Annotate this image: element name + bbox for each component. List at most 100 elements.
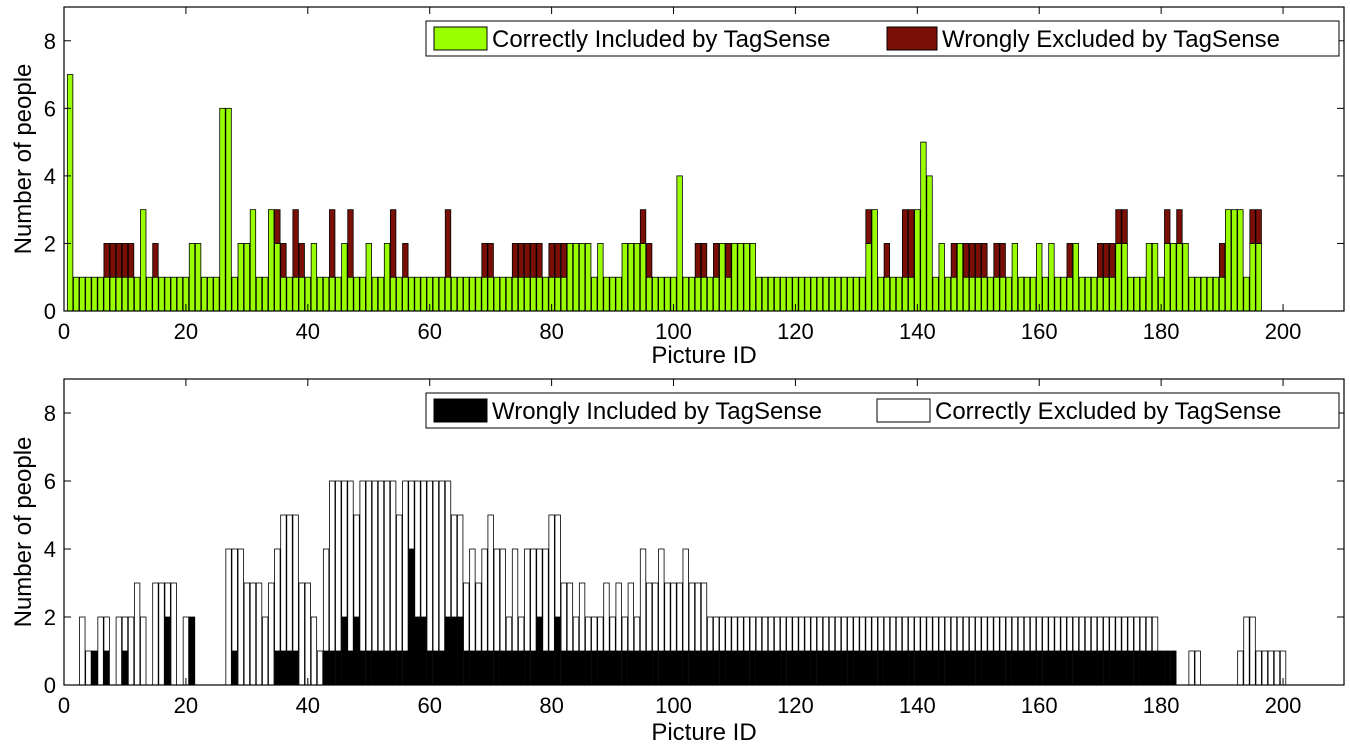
bottom-bar-series-1-picture-95: [639, 548, 647, 652]
bottom-bar-series-0-picture-138: [902, 650, 909, 686]
top-bar-series-1-picture-95: [639, 209, 647, 244]
top-bar-series-0-picture-33: [261, 276, 269, 312]
bottom-bar-series-1-picture-195: [1249, 616, 1256, 686]
top-bar-series-1-picture-195: [1249, 209, 1256, 244]
top-bar-series-1-picture-8: [109, 243, 116, 278]
top-plot-frame: [63, 6, 1345, 312]
top-bar-series-0-picture-36: [280, 276, 287, 312]
top-bar-series-1-picture-174: [1121, 209, 1128, 244]
bottom-bar-series-0-picture-99: [664, 650, 671, 686]
bottom-bar-series-0-picture-64: [450, 616, 458, 686]
bottom-bar-series-1-picture-38: [292, 514, 299, 652]
top-bar-series-0-picture-88: [597, 243, 604, 312]
bottom-bar-series-0-picture-127: [834, 650, 842, 686]
top-bar-series-1-picture-135: [883, 243, 890, 278]
bottom-bar-series-1-picture-13: [140, 616, 147, 686]
bottom-bar-series-1-picture-121: [798, 616, 805, 652]
bottom-bar-series-0-picture-176: [1133, 650, 1140, 686]
top-bar-series-0-picture-71: [493, 276, 500, 312]
bottom-bar-series-0-picture-159: [1030, 650, 1037, 686]
bottom-x-tick-label-40: 40: [296, 693, 320, 718]
bottom-bar-series-1-picture-179: [1151, 616, 1159, 652]
bottom-bar-series-1-picture-76: [524, 548, 531, 652]
bottom-bar-series-0-picture-152: [987, 650, 994, 686]
top-bars: [66, 74, 1262, 312]
bottom-bar-series-0-picture-135: [883, 650, 890, 686]
bottom-bar-series-1-picture-92: [621, 616, 628, 652]
bottom-bar-series-1-picture-118: [780, 616, 787, 652]
bottom-bar-series-1-picture-99: [664, 582, 671, 652]
bottom-bar-series-0-picture-133: [871, 650, 878, 686]
top-bar-series-0-picture-135: [883, 276, 890, 312]
top-bar-series-0-picture-154: [999, 276, 1006, 312]
bottom-bar-series-0-picture-113: [749, 650, 756, 686]
bottom-bar-series-0-picture-178: [1145, 650, 1153, 686]
bottom-bar-series-1-picture-57: [408, 480, 415, 550]
bottom-bar-series-0-picture-151: [981, 650, 988, 686]
bottom-bar-series-0-picture-85: [578, 650, 586, 686]
bottom-bar-series-1-picture-91: [615, 582, 622, 652]
top-x-tick-label-120: 120: [777, 319, 814, 344]
bottom-bar-series-0-picture-21: [188, 616, 196, 686]
bottom-bar-series-0-picture-61: [432, 650, 439, 686]
top-bar-series-0-picture-133: [871, 209, 878, 312]
top-bar-series-0-picture-187: [1200, 276, 1207, 312]
bottom-bar-series-0-picture-149: [969, 650, 976, 686]
bottom-bar-series-1-picture-185: [1188, 650, 1195, 686]
top-bar-series-1-picture-148: [962, 243, 970, 278]
top-bar-series-1-picture-150: [975, 243, 982, 278]
bottom-bar-series-1-picture-107: [713, 616, 720, 652]
bottom-bar-series-0-picture-84: [572, 650, 580, 686]
bottom-bar-series-1-picture-159: [1030, 616, 1037, 652]
top-bar-series-0-picture-68: [475, 276, 482, 312]
top-bar-series-0-picture-125: [822, 276, 830, 312]
top-bar-series-0-picture-72: [499, 276, 506, 312]
bottom-bar-series-1-picture-58: [414, 480, 421, 618]
top-bar-series-1-picture-105: [700, 243, 708, 278]
bottom-bar-series-0-picture-129: [847, 650, 854, 686]
bottom-bar-series-1-picture-86: [585, 616, 592, 652]
bottom-bar-series-1-picture-114: [755, 616, 762, 652]
top-bar-series-1-picture-146: [950, 243, 958, 278]
bottom-bar-series-0-picture-5: [91, 650, 98, 686]
top-bar-series-1-picture-54: [389, 209, 397, 278]
top-bar-series-1-picture-132: [865, 209, 872, 244]
top-bar-series-0-picture-136: [889, 276, 897, 312]
bottom-bar-series-0-picture-150: [975, 650, 982, 686]
top-bar-series-0-picture-149: [969, 276, 976, 312]
bottom-bar-series-0-picture-37: [286, 650, 293, 686]
top-bar-series-0-picture-132: [865, 243, 872, 312]
top-bar-series-0-picture-78: [536, 276, 543, 312]
top-bar-series-0-picture-188: [1206, 276, 1214, 312]
top-y-tick-label-8: 8: [44, 29, 56, 54]
bottom-bar-series-1-picture-47: [347, 480, 354, 652]
top-bar-series-0-picture-15: [152, 276, 159, 312]
bottom-bar-series-1-picture-70: [487, 514, 494, 652]
bottom-bar-series-0-picture-162: [1048, 650, 1055, 686]
top-bar-series-0-picture-91: [615, 276, 622, 312]
bottom-bar-series-1-picture-147: [956, 616, 964, 652]
top-bar-series-1-picture-183: [1176, 209, 1183, 244]
bottom-bar-series-0-picture-123: [810, 650, 817, 686]
bottom-bar-series-1-picture-171: [1103, 616, 1110, 652]
bottom-bar-series-1-picture-33: [261, 616, 269, 686]
bottom-bar-series-1-picture-112: [743, 616, 750, 652]
top-bar-series-0-picture-11: [127, 276, 135, 312]
top-bar-series-0-picture-110: [731, 243, 738, 312]
bottom-bar-series-1-picture-20: [182, 616, 190, 686]
bottom-bar-series-0-picture-132: [865, 650, 872, 686]
bottom-bar-series-0-picture-148: [962, 650, 970, 686]
bottom-bar-series-1-picture-29: [237, 548, 244, 686]
top-bar-series-0-picture-163: [1054, 276, 1061, 312]
bottom-bar-series-0-picture-171: [1103, 650, 1110, 686]
bottom-bar-series-0-picture-170: [1097, 650, 1104, 686]
top-bar-series-0-picture-138: [902, 276, 909, 312]
bottom-bar-series-0-picture-36: [280, 650, 287, 686]
top-bar-series-0-picture-39: [298, 276, 305, 312]
top-x-tick-label-100: 100: [655, 319, 692, 344]
top-bar-series-0-picture-87: [591, 276, 598, 312]
top-bar-series-0-picture-157: [1017, 276, 1025, 312]
bottom-bar-series-0-picture-55: [396, 650, 403, 686]
bottom-bar-series-1-picture-44: [329, 480, 336, 652]
bottom-bar-series-1-picture-27: [225, 548, 232, 686]
